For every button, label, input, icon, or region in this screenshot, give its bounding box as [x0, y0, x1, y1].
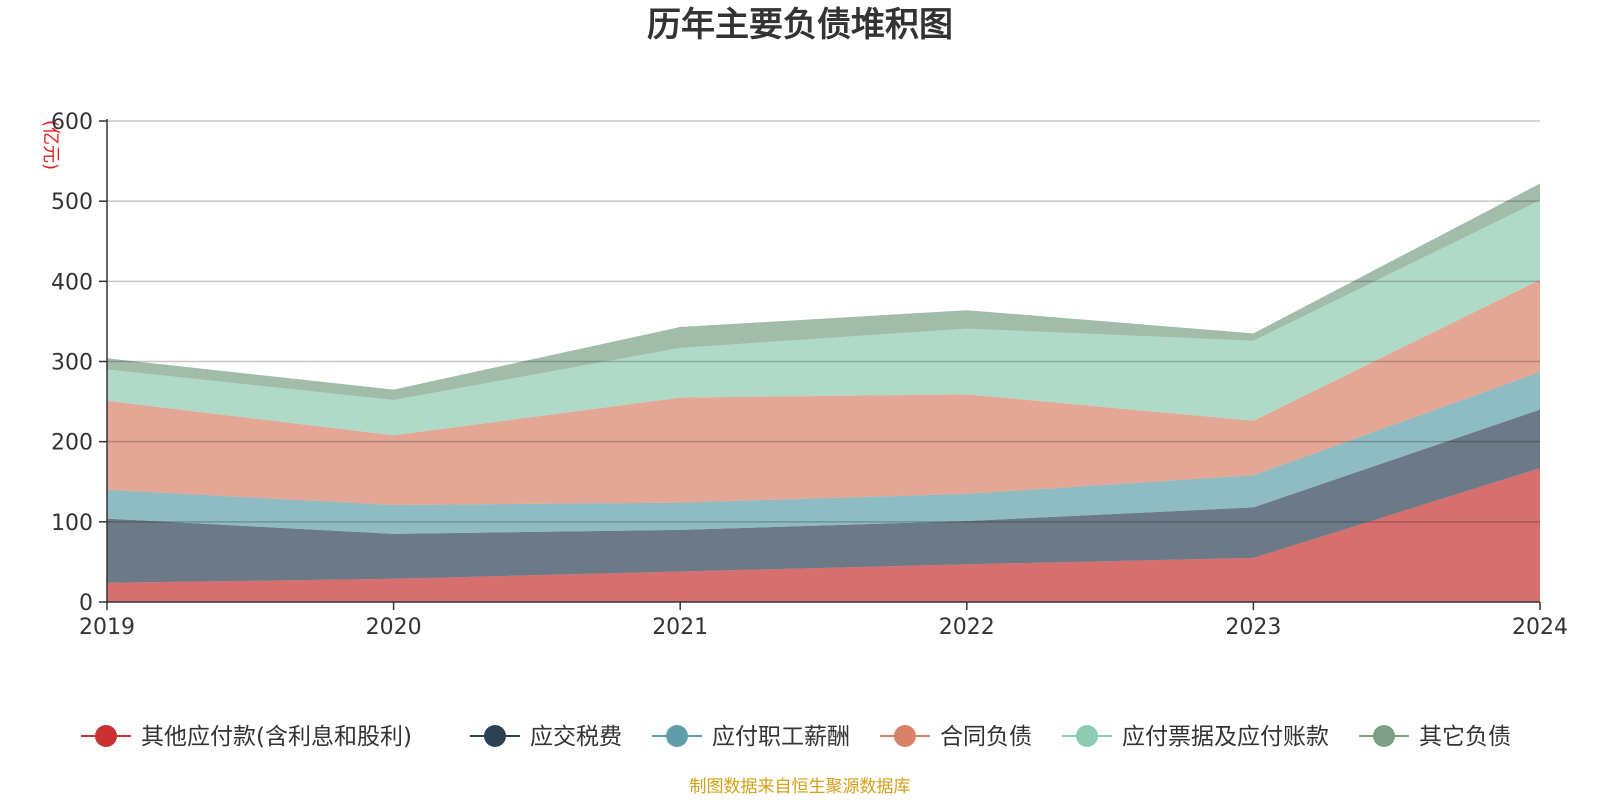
legend-marker-4: [1076, 725, 1098, 747]
area-series-5: [107, 183, 1540, 400]
chart-title: 历年主要负债堆积图: [647, 5, 953, 45]
y-tick-label-400: 400: [51, 270, 93, 295]
legend-item-2: 应付职工薪酬: [652, 724, 850, 750]
legend-marker-0: [95, 725, 117, 747]
legend-marker-3: [894, 725, 916, 747]
legend-label-4: 应付票据及应付账款: [1122, 724, 1329, 750]
legend-label-5: 其它负债: [1419, 724, 1511, 750]
gridlines: [107, 120, 1540, 523]
x-tick-label-2021: 2021: [652, 615, 708, 640]
y-tick-label-500: 500: [51, 190, 93, 215]
legend-item-0: 其他应付款(含利息和股利): [81, 724, 412, 750]
area-series-4: [107, 200, 1540, 436]
data-point-s5-2023: [1251, 331, 1255, 335]
area-series-1: [107, 409, 1540, 583]
axes: 0 100 200 300 400 500 600 2019 2020 2021 2022 2023 2…: [51, 110, 1568, 640]
source-note: 制图数据来自恒生聚源数据库: [690, 777, 911, 797]
y-tick-label-100: 100: [51, 511, 93, 536]
legend-label-1: 应交税费: [530, 724, 622, 750]
area-series-0: [107, 468, 1540, 602]
area-series-2: [107, 371, 1540, 534]
legend-item-5: 其它负债: [1359, 724, 1511, 750]
legend-label-3: 合同负债: [940, 724, 1032, 750]
legend-marker-1: [484, 725, 506, 747]
y-tick-label-300: 300: [51, 351, 93, 376]
y-axis-unit-label: (亿元): [40, 120, 61, 170]
data-point-s5-2020: [392, 388, 396, 392]
y-tick-label-0: 0: [79, 591, 93, 616]
legend-marker-5: [1373, 725, 1395, 747]
legend-marker-2: [666, 725, 688, 747]
legend-item-1: 应交税费: [470, 724, 622, 750]
x-tick-label-2020: 2020: [366, 615, 422, 640]
legend: 其他应付款(含利息和股利) 应交税费 应付职工薪酬 合同负债 应付票据及应付账款 其它负债: [81, 724, 1511, 750]
y-tick-label-600: 600: [51, 110, 93, 135]
data-point-s5-2024: [1538, 182, 1542, 186]
y-tick-label-200: 200: [51, 431, 93, 456]
data-point-s5-2021: [678, 325, 682, 329]
data-point-s5-2022: [965, 308, 969, 312]
area-layers: [107, 182, 1542, 602]
x-tick-label-2022: 2022: [939, 615, 995, 640]
legend-item-4: 应付票据及应付账款: [1062, 724, 1329, 750]
area-series-3: [107, 279, 1540, 505]
legend-label-0: 其他应付款(含利息和股利): [141, 724, 412, 750]
x-tick-label-2019: 2019: [79, 615, 135, 640]
legend-item-3: 合同负债: [880, 724, 1032, 750]
legend-label-2: 应付职工薪酬: [712, 724, 850, 750]
x-tick-label-2024: 2024: [1512, 615, 1568, 640]
x-tick-label-2023: 2023: [1225, 615, 1281, 640]
